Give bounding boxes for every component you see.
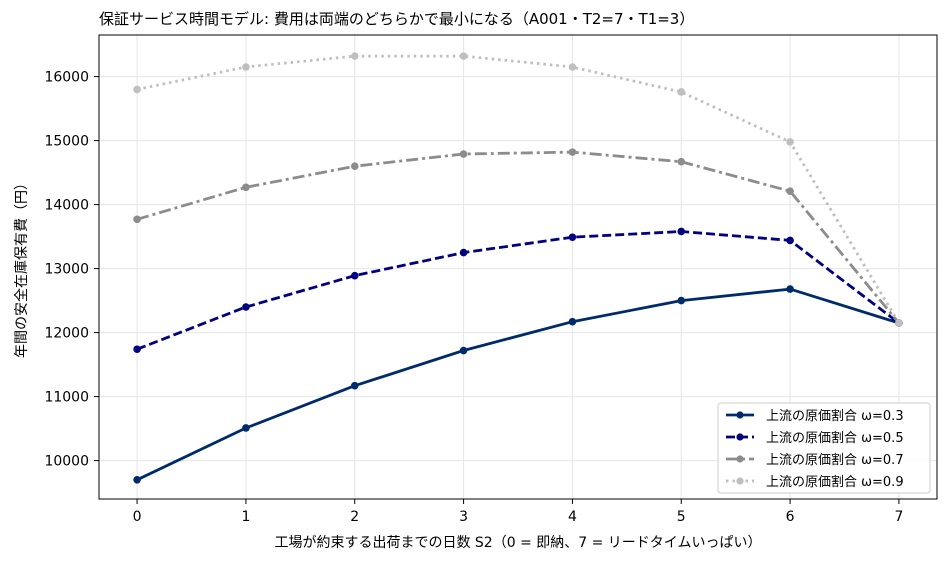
data-point — [677, 157, 686, 166]
data-point — [786, 138, 794, 146]
data-point — [786, 285, 794, 293]
legend-label: 上流の原価割合 ω=0.7 — [766, 452, 904, 468]
data-point — [568, 233, 577, 242]
plot-frame — [98, 34, 938, 500]
series-4 — [133, 52, 903, 327]
y-axis: 10000 11000 12000 13000 14000 15000 16000 — [44, 70, 99, 470]
legend-item: 上流の原価割合 ω=0.7 — [726, 452, 904, 468]
data-point — [459, 150, 468, 158]
data-point — [133, 476, 141, 484]
data-point — [895, 319, 903, 327]
data-point — [786, 187, 794, 195]
legend: 上流の原価割合 ω=0.3 上流の原価割合 ω=0.5 上流の原価割合 ω=0.7 上… — [717, 402, 931, 494]
x-axis-label: 工場が約束する出荷までの日数 S2（0 = 即納、7 = リードタイムいっぱい） — [274, 535, 761, 551]
y-tick-label: 12000 — [44, 326, 89, 342]
series-line — [136, 287, 900, 482]
legend-label: 上流の原価割合 ω=0.5 — [766, 430, 904, 446]
series-line — [136, 230, 900, 351]
series-3 — [133, 148, 903, 327]
x-tick-label: 3 — [459, 509, 468, 525]
legend-marker — [736, 433, 744, 441]
legend-label: 上流の原価割合 ω=0.3 — [766, 408, 904, 424]
data-point — [677, 88, 686, 96]
series-group — [133, 52, 903, 484]
data-point — [459, 248, 468, 257]
data-point — [350, 381, 359, 390]
legend-label: 上流の原価割合 ω=0.9 — [766, 474, 904, 490]
data-point — [242, 183, 250, 192]
series-line — [136, 54, 901, 324]
x-tick-label: 1 — [241, 509, 250, 525]
data-point — [568, 63, 577, 71]
data-point — [242, 63, 250, 71]
data-point — [350, 162, 359, 170]
legend-item: 上流の原価割合 ω=0.3 — [726, 408, 904, 424]
data-point — [350, 271, 359, 280]
data-point — [350, 52, 359, 60]
data-point — [133, 85, 141, 94]
y-tick-label: 15000 — [44, 134, 89, 150]
data-point — [786, 236, 794, 245]
x-tick-label: 2 — [350, 509, 359, 525]
y-tick-label: 11000 — [44, 390, 89, 406]
grid-lines — [99, 35, 937, 499]
x-tick-label: 6 — [786, 509, 795, 525]
x-tick-label: 4 — [568, 509, 577, 525]
x-tick-label: 7 — [894, 509, 903, 525]
legend-marker — [736, 477, 744, 485]
y-tick-label: 14000 — [44, 198, 89, 214]
y-tick-label: 10000 — [44, 454, 89, 470]
y-tick-label: 16000 — [44, 70, 89, 86]
legend-box — [717, 402, 931, 494]
data-point — [133, 345, 141, 354]
data-point — [459, 52, 468, 60]
data-point — [242, 303, 250, 311]
data-point — [242, 424, 250, 432]
x-axis: 0 1 2 3 4 5 6 7 — [133, 499, 903, 525]
data-point — [677, 227, 686, 236]
legend-marker — [736, 411, 744, 419]
data-point — [568, 148, 577, 156]
legend-item: 上流の原価割合 ω=0.5 — [726, 430, 904, 446]
legend-item: 上流の原価割合 ω=0.9 — [726, 474, 904, 490]
data-point — [677, 296, 686, 305]
x-tick-label: 5 — [677, 509, 686, 525]
data-point — [133, 215, 141, 224]
y-axis-label: 年間の安全在庫保有費（円） — [13, 176, 30, 358]
series-line — [136, 150, 900, 324]
x-tick-label: 0 — [133, 509, 142, 525]
chart-title: 保証サービス時間モデル: 費用は両端のどちらかで最小になる（A001・T2=7・… — [99, 10, 694, 28]
y-tick-label: 13000 — [44, 262, 89, 278]
data-point — [459, 346, 468, 355]
legend-marker — [736, 455, 744, 463]
data-point — [568, 317, 577, 326]
